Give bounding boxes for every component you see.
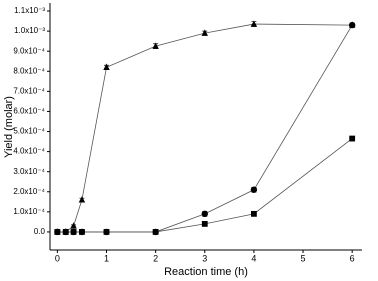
y-tick-label: 3.0x10⁻⁴ bbox=[13, 167, 45, 176]
y-tick-label: 7.0x10⁻⁴ bbox=[13, 86, 45, 95]
marker bbox=[250, 186, 258, 193]
y-tick-label: 1.1x10⁻³ bbox=[14, 6, 45, 15]
marker bbox=[152, 229, 159, 235]
y-tick-label: 5.0x10⁻⁴ bbox=[13, 127, 45, 136]
marker bbox=[78, 196, 86, 203]
marker bbox=[54, 229, 61, 235]
y-tick-label: 4.0x10⁻⁴ bbox=[13, 147, 45, 156]
marker bbox=[70, 229, 77, 235]
x-tick-label: 3 bbox=[202, 253, 207, 263]
marker bbox=[201, 29, 208, 36]
marker bbox=[251, 210, 257, 217]
y-tick-label: 8.0x10⁻⁴ bbox=[13, 66, 45, 75]
series-line bbox=[57, 138, 353, 233]
marker bbox=[250, 20, 258, 27]
x-tick-label: 1 bbox=[104, 253, 109, 263]
x-tick-label: 0 bbox=[55, 253, 60, 263]
marker bbox=[348, 21, 356, 29]
marker bbox=[152, 42, 159, 49]
series-line bbox=[57, 23, 353, 233]
x-tick-label: 2 bbox=[153, 253, 158, 263]
x-tick-label: 5 bbox=[301, 253, 306, 263]
x-axis-title: Reaction time (h) bbox=[164, 266, 248, 278]
x-tick-label: 6 bbox=[350, 253, 355, 263]
x-tick-label: 4 bbox=[251, 253, 256, 263]
marker bbox=[103, 63, 110, 70]
y-tick-label: 6.0x10⁻⁴ bbox=[13, 107, 45, 116]
y-tick-label: 9.0x10⁻⁴ bbox=[13, 46, 45, 55]
y-tick-label: 1.0x10⁻³ bbox=[14, 26, 45, 35]
y-axis-title: Yield (molar) bbox=[3, 96, 15, 158]
series-line bbox=[57, 24, 353, 233]
marker bbox=[201, 220, 208, 227]
y-tick-label: 1.0x10⁻⁴ bbox=[13, 207, 45, 216]
marker bbox=[79, 229, 85, 235]
y-tick-label: 2.0x10⁻⁴ bbox=[13, 187, 45, 196]
marker bbox=[62, 229, 69, 235]
marker bbox=[103, 229, 110, 235]
marker bbox=[349, 135, 356, 142]
marker bbox=[201, 210, 208, 218]
y-tick-label: 0.0 bbox=[34, 227, 46, 236]
marker bbox=[70, 222, 77, 229]
